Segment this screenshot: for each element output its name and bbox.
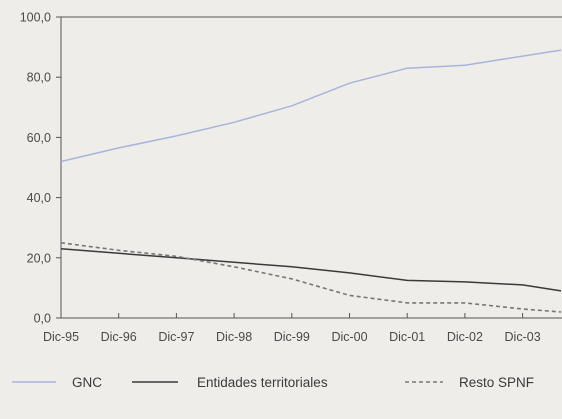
legend-label: Resto SPNF [459,375,534,390]
series-line-2 [60,248,562,292]
legend-label: GNC [72,375,102,390]
y-tick-label: 40,0 [27,191,51,205]
x-tick-label: Dic-98 [216,330,252,344]
y-tick-label: 80,0 [27,71,51,85]
legend-label: Entidades territoriales [197,375,328,390]
legend: GNC Entidades territoriales Resto SPNF [12,375,534,390]
x-tick-label: Dic-96 [101,330,137,344]
y-tick-label: 100,0 [20,11,51,25]
y-tick-label: 60,0 [27,131,51,145]
x-tick-label: Dic-95 [43,330,79,344]
x-tick-label: Dic-97 [158,330,194,344]
y-axis-ticks: 0,0 20,0 40,0 60,0 80,0 100,0 [20,11,61,326]
x-axis-ticks: Dic-95 Dic-96 Dic-97 Dic-98 Dic-99 Dic-00 Dic-… [43,313,541,344]
x-tick-label: Dic-01 [389,330,425,344]
y-tick-label: 0,0 [34,312,51,326]
series-lines [60,49,562,313]
x-tick-label: Dic-99 [274,330,310,344]
axes [60,16,562,319]
x-tick-label: Dic-02 [447,330,483,344]
y-tick-label: 20,0 [27,251,51,265]
x-tick-label: Dic-00 [331,330,367,344]
x-tick-label: Dic-03 [505,330,541,344]
series-line-1 [60,49,562,163]
series-line-3 [60,242,562,313]
